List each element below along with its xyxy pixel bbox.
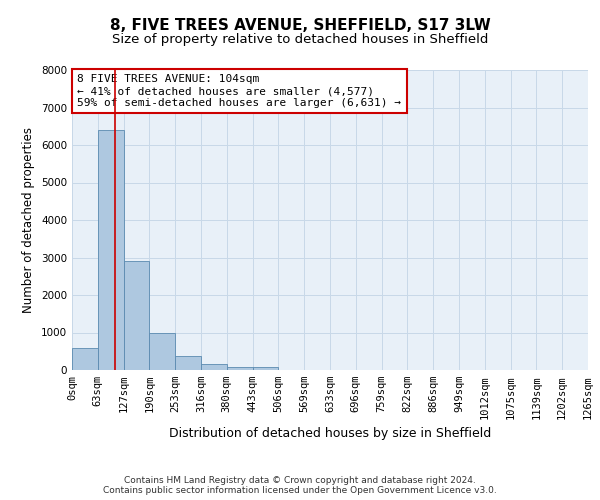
Bar (227, 366, 253, 370)
Y-axis label: Number of detached properties: Number of detached properties (22, 127, 35, 313)
Bar (253, 367, 278, 370)
Bar (72, 348, 98, 370)
Bar (98, 130, 124, 370)
Text: Contains public sector information licensed under the Open Government Licence v3: Contains public sector information licen… (103, 486, 497, 495)
Bar (149, 333, 175, 370)
Bar (201, 364, 227, 370)
Text: 8 FIVE TREES AVENUE: 104sqm
← 41% of detached houses are smaller (4,577)
59% of : 8 FIVE TREES AVENUE: 104sqm ← 41% of det… (77, 74, 401, 108)
Text: 8, FIVE TREES AVENUE, SHEFFIELD, S17 3LW: 8, FIVE TREES AVENUE, SHEFFIELD, S17 3LW (110, 18, 490, 32)
Text: Size of property relative to detached houses in Sheffield: Size of property relative to detached ho… (112, 32, 488, 46)
X-axis label: Distribution of detached houses by size in Sheffield: Distribution of detached houses by size … (169, 427, 491, 440)
Bar (124, 261, 149, 370)
Text: Contains HM Land Registry data © Crown copyright and database right 2024.: Contains HM Land Registry data © Crown c… (124, 476, 476, 485)
Bar (175, 356, 201, 370)
